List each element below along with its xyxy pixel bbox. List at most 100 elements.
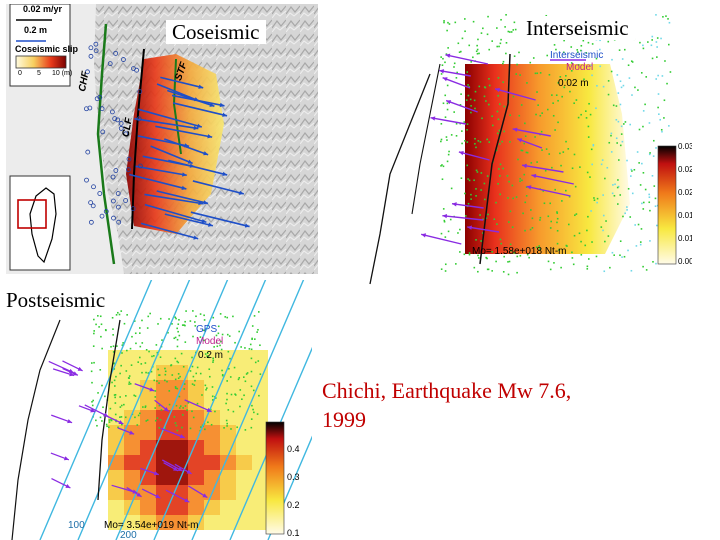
postseismic-panel: GPS Model 0.2 m Mo= 3.54e+019 Nt-m 100 2…	[0, 280, 312, 540]
model-arrow	[445, 99, 478, 113]
gps-point	[139, 332, 141, 334]
gps-point	[653, 185, 656, 187]
gps-point	[90, 370, 93, 373]
gps-point	[457, 232, 459, 234]
slip-cell	[220, 395, 236, 410]
gps-point	[145, 348, 148, 351]
gps-point	[612, 184, 614, 186]
contour-label: 200	[120, 530, 137, 540]
slip-cell	[172, 440, 188, 455]
colorbar-tick: 0.3	[287, 472, 300, 482]
study-area-box	[17, 199, 47, 229]
model-arrow	[451, 202, 484, 209]
gps-point	[248, 348, 251, 350]
gps-point	[568, 195, 571, 198]
model-arrow-head	[526, 185, 532, 190]
slip-cell	[140, 350, 156, 365]
gps-station	[137, 89, 143, 95]
gps-point	[587, 41, 590, 44]
gps-point	[135, 342, 137, 345]
gps-point	[176, 338, 179, 341]
gps-point	[591, 241, 593, 243]
gps-point	[441, 64, 444, 66]
model-arrow-head	[63, 456, 69, 461]
gps-point	[464, 18, 466, 20]
gps-point	[499, 193, 502, 196]
slip-cell	[252, 470, 268, 485]
gps-point	[521, 149, 524, 152]
slip-cell	[124, 365, 140, 380]
gps-point	[475, 146, 477, 149]
gps-point	[205, 387, 208, 389]
gps-point	[595, 107, 597, 110]
gps-point	[589, 176, 591, 178]
legend-gps: GPS	[196, 324, 218, 335]
gps-point	[619, 103, 622, 106]
gps-point	[603, 270, 606, 273]
gps-point	[491, 115, 493, 118]
model-arrow-head	[512, 127, 518, 132]
gps-point	[124, 416, 127, 419]
gps-station	[97, 94, 103, 100]
gps-point	[630, 175, 632, 177]
gps-point	[466, 123, 469, 125]
gps-station	[115, 204, 121, 210]
gps-point	[513, 55, 516, 58]
slip-cell	[220, 515, 236, 530]
gps-point	[252, 389, 255, 392]
gps-point	[654, 197, 657, 200]
colorbar-tick: 0.005	[678, 257, 692, 266]
gps-point	[556, 217, 559, 220]
slip-cell	[140, 500, 156, 515]
gps-station	[107, 61, 113, 67]
gps-point	[660, 128, 663, 131]
gps-point	[507, 30, 510, 33]
slip-cell	[156, 365, 172, 380]
gps-point	[180, 352, 183, 355]
slip-cell	[124, 380, 140, 395]
gps-point	[488, 84, 491, 87]
gps-point	[542, 190, 545, 192]
gps-point	[608, 141, 611, 144]
gps-stations	[84, 41, 143, 225]
model-arrow-head	[184, 498, 190, 503]
gps-point	[587, 258, 590, 260]
slip-cell	[108, 515, 124, 530]
gps-point	[623, 255, 626, 258]
slip-cell	[204, 455, 220, 470]
gps-point	[461, 142, 463, 145]
gps-point	[249, 343, 252, 346]
slip-cell	[236, 380, 252, 395]
gps-point	[590, 210, 592, 212]
gps-point	[652, 139, 655, 142]
gps-point	[156, 417, 159, 419]
gps-point	[559, 152, 561, 155]
gps-point	[656, 204, 659, 207]
gps-station	[91, 184, 96, 190]
gps-point	[662, 16, 664, 18]
gps-point	[519, 254, 522, 257]
gps-point	[577, 116, 580, 119]
gps-point	[645, 269, 648, 271]
displacement-arrow	[150, 145, 193, 165]
gps-station	[109, 109, 115, 115]
colorbar-tick: 0.03	[678, 142, 692, 151]
gps-point	[176, 429, 179, 432]
gps-point	[499, 175, 501, 177]
gps-point	[507, 273, 510, 276]
gps-point	[166, 380, 168, 383]
depth-contour	[229, 346, 312, 540]
gps-point	[250, 357, 253, 360]
gps-point	[168, 403, 171, 406]
legend-box	[9, 4, 71, 87]
gps-point	[236, 426, 238, 429]
gps-point	[640, 228, 643, 230]
gps-station	[88, 219, 94, 225]
gps-point	[129, 383, 132, 385]
gps-point	[665, 15, 667, 17]
gps-point	[557, 99, 559, 102]
gps-point	[454, 21, 457, 24]
gps-point	[502, 60, 505, 63]
gps-point	[565, 244, 568, 247]
gps-point	[181, 324, 184, 326]
